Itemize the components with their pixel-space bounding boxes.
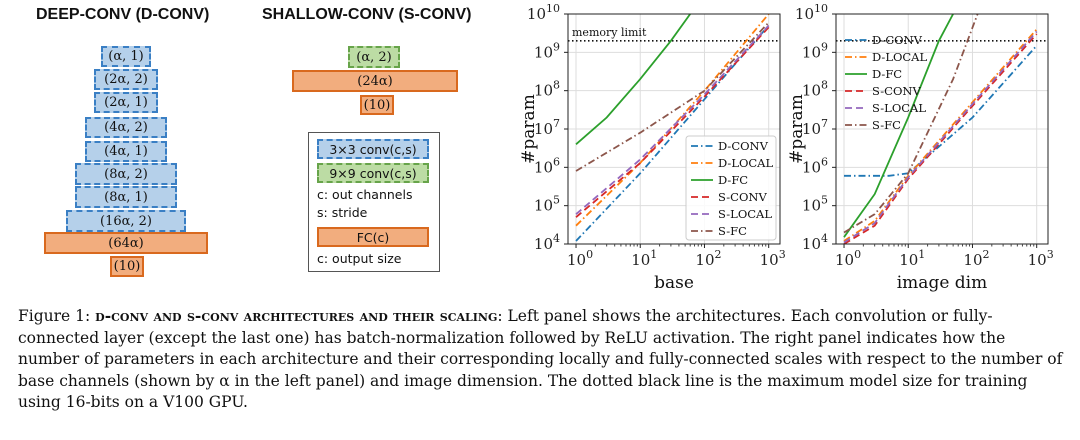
chart-legend: D-CONV D-LOCAL D-FC S-CONV S-LOCAL S-FC bbox=[685, 135, 777, 241]
legend-label-d-local: D-LOCAL bbox=[872, 50, 927, 64]
deep-conv-layer-8: (16α, 2) bbox=[66, 210, 186, 232]
deep-conv-layer-1: (α, 1) bbox=[101, 46, 151, 67]
x-tick-label: 101 bbox=[899, 248, 925, 269]
legend-fc-swatch: FC(c) bbox=[317, 227, 429, 247]
x-tick-label: 100 bbox=[835, 248, 861, 269]
series-line-d-local bbox=[843, 28, 1038, 242]
legend-label-d-conv: D-CONV bbox=[718, 139, 769, 153]
y-tick-label: 108 bbox=[802, 79, 828, 100]
y-tick-label: 109 bbox=[802, 40, 828, 61]
x-tick-label: 102 bbox=[695, 248, 721, 269]
grid bbox=[836, 13, 1048, 245]
deep-conv-title: DEEP-CONV (D-CONV) bbox=[36, 6, 210, 23]
y-axis-label: #param bbox=[788, 94, 807, 164]
series-line-d-fc bbox=[843, 14, 954, 238]
deep-conv-layer-4: (4α, 2) bbox=[85, 117, 167, 138]
x-axis-label: base bbox=[654, 273, 694, 293]
deep-conv-layer-6: (8α, 2) bbox=[75, 163, 177, 185]
x-tick-label: 103 bbox=[1028, 248, 1054, 269]
x-tick-label: 103 bbox=[760, 248, 786, 269]
shallow-conv-layer-2: (24α) bbox=[292, 70, 458, 92]
deep-conv-layer-5: (4α, 1) bbox=[85, 141, 167, 162]
y-tick-label: 105 bbox=[534, 194, 560, 215]
deep-conv-layer-3: (2α, 1) bbox=[94, 92, 158, 113]
series-line-s-local bbox=[843, 30, 1038, 244]
deep-conv-layer-2: (2α, 2) bbox=[94, 69, 158, 90]
y-tick-label: 107 bbox=[802, 117, 828, 138]
param-vs-base-chart: memory limit 100 101 102 103 104 105 106 107 108 1… bbox=[520, 4, 786, 293]
series-line-d-local bbox=[575, 14, 770, 227]
legend-label-d-fc: D-FC bbox=[718, 173, 748, 187]
y-tick-label: 108 bbox=[534, 79, 560, 100]
y-tick-label: 104 bbox=[534, 232, 560, 253]
y-tick-label: 109 bbox=[534, 40, 560, 61]
y-tick-label: 105 bbox=[802, 194, 828, 215]
legend-label-d-fc: D-FC bbox=[872, 67, 902, 81]
deep-conv-layer-10: (10) bbox=[110, 256, 144, 277]
figure-caption: Figure 1: d-conv and s-conv architecture… bbox=[18, 305, 1063, 414]
legend-label-s-local: S-LOCAL bbox=[872, 101, 926, 115]
param-vs-image-dim-chart: 100 101 102 103 104 105 106 107 108 109 1010 image … bbox=[788, 4, 1054, 293]
legend-label-s-fc: S-FC bbox=[872, 118, 901, 132]
x-axis-label: image dim bbox=[897, 273, 987, 293]
legend-label-d-conv: D-CONV bbox=[872, 33, 923, 47]
series-line-s-local bbox=[575, 24, 770, 215]
shallow-conv-layer-1: (α, 2) bbox=[348, 46, 400, 68]
legend-conv9-swatch: 9×9 conv(c,s) bbox=[317, 163, 429, 183]
x-tick-label: 101 bbox=[631, 248, 657, 269]
legend-label-d-local: D-LOCAL bbox=[718, 156, 773, 170]
legend-label-s-fc: S-FC bbox=[718, 224, 747, 238]
y-tick-label: 1010 bbox=[795, 4, 828, 23]
legend-label-s-local: S-LOCAL bbox=[718, 207, 772, 221]
legend-conv3-swatch: 3×3 conv(c,s) bbox=[317, 139, 429, 159]
y-tick-label: 1010 bbox=[527, 4, 560, 23]
legend-output-size-description: c: output size bbox=[317, 251, 402, 266]
shallow-conv-title: SHALLOW-CONV (S-CONV) bbox=[262, 6, 472, 23]
y-tick-label: 107 bbox=[534, 117, 560, 138]
deep-conv-layer-7: (8α, 1) bbox=[75, 186, 177, 208]
series-line-d-conv bbox=[575, 24, 770, 242]
caption-title: d-conv and s-conv architectures and thei… bbox=[95, 306, 498, 325]
series-line-d-fc bbox=[575, 14, 691, 145]
figure-label: Figure 1: bbox=[18, 307, 91, 325]
x-tick-label: 100 bbox=[567, 248, 593, 269]
y-axis-label: #param bbox=[520, 94, 539, 164]
x-tick-label: 102 bbox=[963, 248, 989, 269]
caption-body: : Left panel shows the architectures. Ea… bbox=[18, 307, 1063, 411]
y-tick-label: 106 bbox=[534, 155, 560, 176]
legend-c-description: c: out channels bbox=[317, 187, 413, 202]
series-line-s-conv bbox=[843, 33, 1038, 244]
legend-label-s-conv: S-CONV bbox=[872, 84, 921, 98]
legend-s-description: s: stride bbox=[317, 205, 368, 220]
memory-limit-label: memory limit bbox=[572, 26, 647, 39]
layer-legend: 3×3 conv(c,s) 9×9 conv(c,s) c: out chann… bbox=[308, 132, 440, 272]
series-line-s-fc bbox=[843, 14, 979, 234]
series-line-s-conv bbox=[575, 26, 770, 218]
chart-legend: D-CONV D-LOCAL D-FC S-CONV S-LOCAL S-FC bbox=[845, 33, 927, 132]
y-tick-label: 104 bbox=[802, 232, 828, 253]
shallow-conv-layer-3: (10) bbox=[360, 95, 394, 115]
deep-conv-layer-9: (64α) bbox=[44, 232, 208, 254]
y-tick-label: 106 bbox=[802, 155, 828, 176]
legend-label-s-conv: S-CONV bbox=[718, 190, 767, 204]
